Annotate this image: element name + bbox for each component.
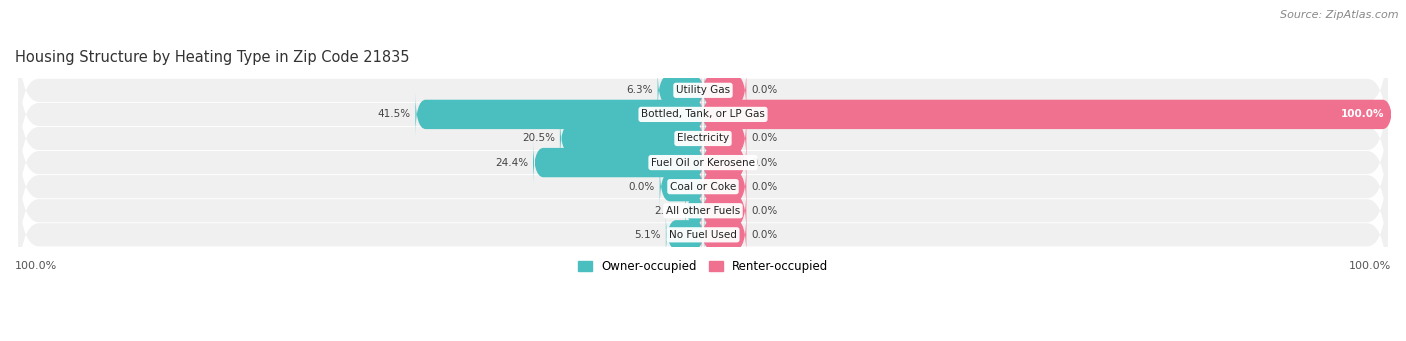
FancyBboxPatch shape xyxy=(685,189,704,232)
Text: 0.0%: 0.0% xyxy=(751,206,778,216)
Text: Source: ZipAtlas.com: Source: ZipAtlas.com xyxy=(1281,10,1399,20)
FancyBboxPatch shape xyxy=(18,30,1388,151)
Text: 5.1%: 5.1% xyxy=(634,230,661,240)
Text: 0.0%: 0.0% xyxy=(751,230,778,240)
Text: Housing Structure by Heating Type in Zip Code 21835: Housing Structure by Heating Type in Zip… xyxy=(15,50,409,65)
FancyBboxPatch shape xyxy=(702,165,747,208)
FancyBboxPatch shape xyxy=(702,69,747,112)
FancyBboxPatch shape xyxy=(560,117,704,160)
FancyBboxPatch shape xyxy=(533,141,704,184)
FancyBboxPatch shape xyxy=(18,78,1388,199)
FancyBboxPatch shape xyxy=(18,54,1388,175)
Text: 0.0%: 0.0% xyxy=(751,158,778,167)
Text: Utility Gas: Utility Gas xyxy=(676,85,730,95)
FancyBboxPatch shape xyxy=(18,174,1388,296)
FancyBboxPatch shape xyxy=(415,93,704,136)
Text: 20.5%: 20.5% xyxy=(522,133,555,144)
Text: 24.4%: 24.4% xyxy=(495,158,529,167)
FancyBboxPatch shape xyxy=(702,189,747,232)
FancyBboxPatch shape xyxy=(18,126,1388,247)
Text: Electricity: Electricity xyxy=(676,133,730,144)
Text: 100.0%: 100.0% xyxy=(1348,261,1391,271)
FancyBboxPatch shape xyxy=(18,102,1388,223)
Text: Bottled, Tank, or LP Gas: Bottled, Tank, or LP Gas xyxy=(641,109,765,119)
Text: Fuel Oil or Kerosene: Fuel Oil or Kerosene xyxy=(651,158,755,167)
FancyBboxPatch shape xyxy=(658,69,704,112)
Text: 0.0%: 0.0% xyxy=(628,182,655,192)
FancyBboxPatch shape xyxy=(702,117,747,160)
Text: 100.0%: 100.0% xyxy=(15,261,58,271)
Text: Coal or Coke: Coal or Coke xyxy=(669,182,737,192)
FancyBboxPatch shape xyxy=(666,213,704,256)
FancyBboxPatch shape xyxy=(702,141,747,184)
Text: 0.0%: 0.0% xyxy=(751,85,778,95)
Text: 0.0%: 0.0% xyxy=(751,133,778,144)
Text: 100.0%: 100.0% xyxy=(1340,109,1384,119)
Text: 6.3%: 6.3% xyxy=(626,85,652,95)
Text: All other Fuels: All other Fuels xyxy=(666,206,740,216)
FancyBboxPatch shape xyxy=(659,165,704,208)
Legend: Owner-occupied, Renter-occupied: Owner-occupied, Renter-occupied xyxy=(572,256,834,278)
Text: 41.5%: 41.5% xyxy=(377,109,411,119)
FancyBboxPatch shape xyxy=(702,93,1393,136)
FancyBboxPatch shape xyxy=(702,213,747,256)
Text: 0.0%: 0.0% xyxy=(751,182,778,192)
Text: No Fuel Used: No Fuel Used xyxy=(669,230,737,240)
FancyBboxPatch shape xyxy=(18,150,1388,271)
Text: 2.3%: 2.3% xyxy=(654,206,681,216)
